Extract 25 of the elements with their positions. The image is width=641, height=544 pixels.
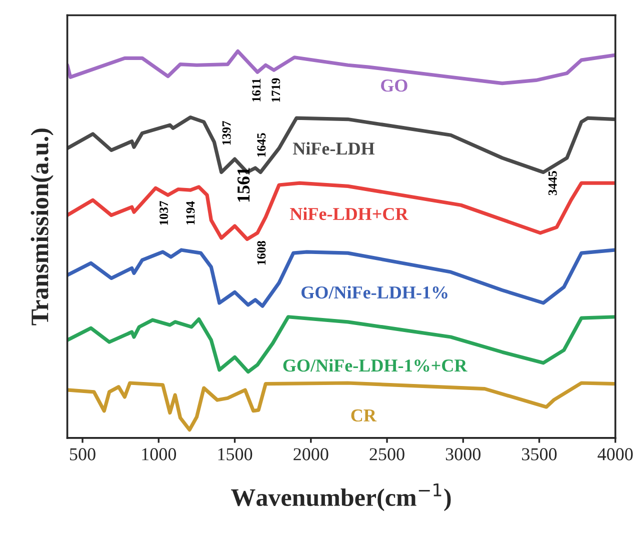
annotation: 3445 (548, 171, 557, 196)
annotation: 1608 (257, 240, 266, 265)
x-tick-label: 2500 (370, 448, 404, 460)
series-label: NiFe-LDH+CR (290, 207, 408, 220)
annotation: 1561 (238, 168, 250, 202)
series-label: GO (381, 80, 408, 92)
series-label: NiFe-LDH (292, 142, 375, 155)
x-axis-title: Wavenumber(cm$^{−1}$) (231, 483, 451, 512)
annotation: 1194 (186, 201, 195, 224)
x-tick-label: 4000 (598, 448, 633, 460)
x-tick-label: 2000 (294, 448, 328, 460)
x-tick-label: 3000 (446, 448, 480, 460)
series-label: GO/NiFe-LDH-1%+CR (283, 358, 468, 372)
annotation: 1611 (252, 78, 261, 102)
x-tick-label: 1000 (142, 448, 176, 460)
annotation: 1719 (272, 78, 280, 102)
annotation: 1037 (160, 201, 168, 225)
series-label: GO/NiFe-LDH-1% (301, 286, 448, 299)
x-tick-label: 500 (70, 448, 96, 460)
y-axis-title: Transmission(a.u.) (30, 128, 54, 326)
annotation: 1397 (222, 120, 231, 145)
x-tick-label: 3500 (522, 448, 557, 460)
annotation: 1645 (257, 133, 266, 157)
series-label: CR (351, 409, 377, 422)
x-tick-label: 1500 (218, 448, 252, 460)
